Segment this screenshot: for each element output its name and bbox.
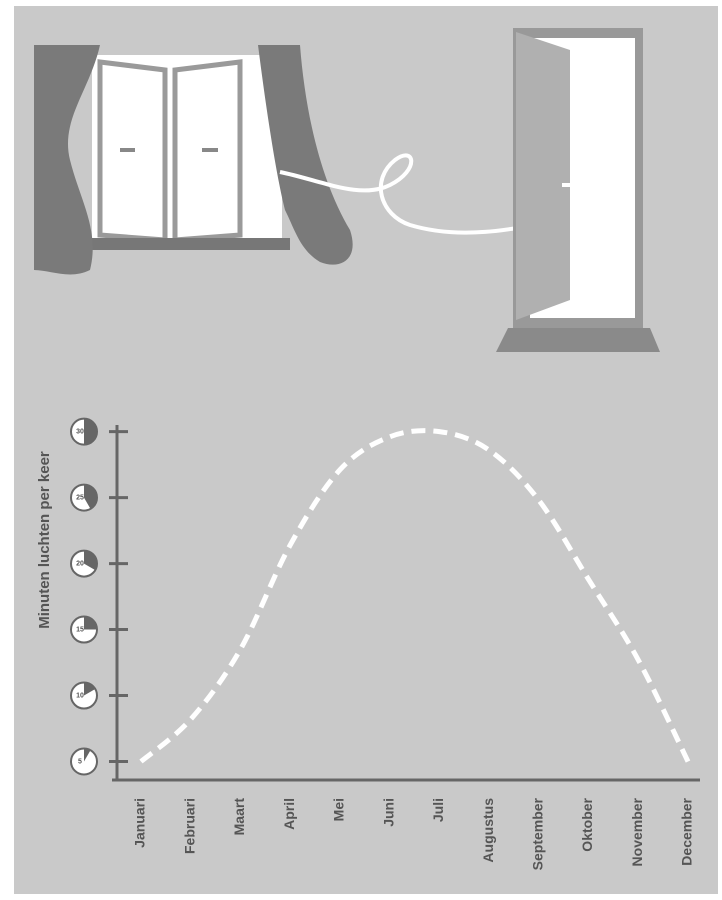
door-illustration — [496, 28, 660, 352]
y-tick-label: 10 — [76, 692, 84, 699]
y-tick-label: 5 — [78, 758, 82, 765]
y-tick-label: 30 — [76, 428, 84, 435]
x-tick-label: Oktober — [579, 797, 595, 851]
x-tick-label: Mei — [331, 798, 347, 821]
x-tick-label: Juli — [430, 798, 446, 822]
x-tick-label: Augustus — [480, 798, 496, 863]
x-tick-label: September — [530, 797, 546, 870]
x-tick-label: Februari — [181, 798, 197, 854]
chart: Minuten luchten per keer 5 10 15 20 25 30 Janu… — [0, 0, 722, 900]
y-tick-label: 15 — [76, 626, 84, 633]
y-axis-label: Minuten luchten per keer — [36, 451, 53, 629]
x-tick-label: Juni — [380, 798, 396, 827]
x-tick-label: April — [281, 798, 297, 830]
y-tick-label: 25 — [76, 494, 84, 501]
y-tick-label: 20 — [76, 560, 84, 567]
x-tick-label: December — [679, 797, 695, 865]
x-tick-label: November — [629, 797, 645, 866]
x-tick-label: Maart — [231, 798, 247, 836]
x-tick-label: Januari — [132, 798, 148, 848]
